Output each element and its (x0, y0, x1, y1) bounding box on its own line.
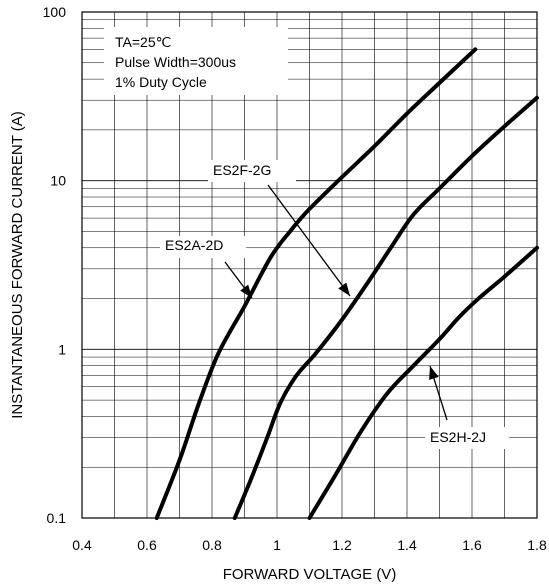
series-line-es2a-2d (154, 47, 478, 520)
annotation-pulse-width: Pulse Width=300us (115, 54, 236, 70)
series-label-background (208, 160, 296, 182)
grid-layer (82, 12, 537, 518)
series-arrow-es2a-2d-head (240, 284, 252, 298)
series-line-es2h-2j (307, 245, 539, 520)
series-label-background (160, 236, 246, 258)
conditions-box (104, 27, 288, 95)
y-tick-label: 100 (43, 4, 67, 20)
series-line-es2f-2g (232, 95, 539, 520)
annotation-layer: TA=25℃ Pulse Width=300us 1% Duty Cycle (104, 27, 288, 95)
x-tick-label: 1.4 (397, 537, 417, 553)
series-label-es2h-2j: ES2H-2J (430, 429, 486, 445)
x-tick-label: 0.6 (137, 537, 157, 553)
labels-layer: ES2A-2D ES2F-2G ES2H-2J (160, 160, 509, 449)
y-axis-title: INSTANTANEOUS FORWARD CURRENT (A) (9, 111, 26, 419)
y-tick-label: 0.1 (47, 510, 67, 526)
annotation-duty-cycle: 1% Duty Cycle (115, 74, 207, 90)
x-tick-label: 1.8 (527, 537, 547, 553)
series-label-es2a-2d: ES2A-2D (165, 237, 223, 253)
x-tick-label: 1.6 (462, 537, 482, 553)
series-arrow-es2f-2g-head (338, 282, 350, 296)
x-tick-label: 0.4 (72, 537, 92, 553)
y-tick-label: 1 (58, 341, 66, 357)
series-label-background (425, 427, 509, 449)
ticks-layer: 0.4 0.6 0.8 1 1.2 1.4 1.6 1.8 0.1 1 10 100 (43, 4, 547, 553)
x-tick-label: 0.8 (202, 537, 222, 553)
x-axis-title: FORWARD VOLTAGE (V) (223, 566, 397, 583)
annotation-temperature: TA=25℃ (115, 34, 171, 50)
x-tick-label: 1.2 (332, 537, 352, 553)
series-layer (154, 47, 539, 520)
series-label-es2f-2g: ES2F-2G (213, 162, 271, 178)
series-arrow-es2f-2g (267, 184, 351, 297)
x-tick-label: 1 (273, 537, 281, 553)
y-tick-label: 10 (50, 173, 66, 189)
series-arrow-es2h-2j-head (429, 366, 439, 380)
